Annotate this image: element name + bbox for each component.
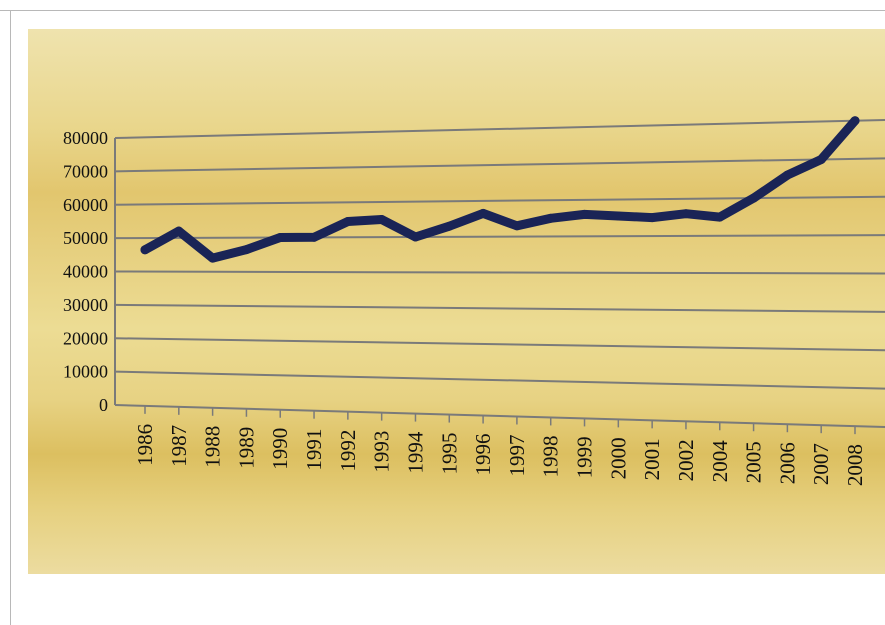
data-point bbox=[681, 209, 691, 219]
y-tick-label: 80000 bbox=[63, 128, 108, 148]
data-point bbox=[444, 221, 454, 231]
x-tick-label: 2006 bbox=[775, 442, 799, 484]
data-point bbox=[411, 232, 420, 242]
gridline bbox=[114, 270, 885, 275]
data-point bbox=[208, 253, 218, 263]
x-tick-label: 1991 bbox=[302, 429, 326, 471]
data-point bbox=[512, 221, 522, 231]
data-point bbox=[782, 170, 792, 180]
gridline bbox=[114, 119, 885, 139]
data-point bbox=[377, 215, 387, 224]
x-tick-label: 2007 bbox=[809, 443, 833, 485]
gridline bbox=[114, 337, 885, 352]
data-point bbox=[850, 116, 860, 126]
data-point bbox=[715, 212, 725, 222]
x-tick-label: 1995 bbox=[437, 433, 461, 475]
slide-frame-top bbox=[0, 10, 885, 11]
x-tick-label: 1998 bbox=[539, 435, 563, 477]
y-tick-label: 70000 bbox=[63, 161, 108, 181]
plot-background bbox=[28, 29, 885, 574]
y-tick-label: 30000 bbox=[63, 295, 108, 315]
y-tick-label: 10000 bbox=[63, 362, 108, 382]
y-tick-label: 0 bbox=[99, 395, 108, 415]
x-tick-label: 2001 bbox=[640, 438, 664, 480]
series-line bbox=[140, 116, 860, 263]
gridline bbox=[114, 303, 885, 313]
x-tick-label: 1988 bbox=[201, 426, 225, 468]
x-tick-label: 2000 bbox=[606, 437, 630, 479]
y-tick-label: 50000 bbox=[63, 228, 108, 248]
y-tick-label: 20000 bbox=[63, 328, 108, 348]
gridline bbox=[114, 404, 885, 428]
x-tick-label: 1989 bbox=[234, 427, 258, 469]
x-tick-label: 2008 bbox=[843, 444, 867, 486]
y-tick-label: 60000 bbox=[63, 195, 108, 215]
x-tick-label: 1987 bbox=[167, 425, 191, 467]
x-tick-label: 1993 bbox=[370, 431, 394, 473]
data-point bbox=[478, 208, 488, 218]
slide-frame-left bbox=[10, 10, 11, 625]
x-tick-label: 1996 bbox=[471, 434, 495, 476]
data-point bbox=[647, 213, 657, 223]
x-tick-label: 1992 bbox=[336, 430, 360, 472]
x-tick-label: 1999 bbox=[573, 436, 597, 478]
gridline bbox=[114, 234, 885, 240]
gridline bbox=[114, 157, 885, 173]
data-point bbox=[309, 232, 319, 242]
x-tick-label: 2002 bbox=[674, 439, 698, 481]
data-point bbox=[241, 245, 251, 255]
data-point bbox=[816, 155, 826, 164]
data-point bbox=[140, 245, 150, 255]
x-tick-label: 2005 bbox=[742, 441, 766, 483]
x-tick-label: 1990 bbox=[268, 428, 292, 470]
data-point bbox=[749, 193, 759, 203]
data-point bbox=[275, 233, 285, 242]
x-tick-label: 1997 bbox=[505, 434, 529, 476]
data-point bbox=[580, 209, 589, 219]
x-tick-label: 1994 bbox=[403, 431, 427, 474]
y-tick-label: 40000 bbox=[63, 262, 108, 282]
data-point bbox=[343, 217, 353, 226]
gridline bbox=[114, 370, 885, 390]
data-point bbox=[613, 211, 623, 221]
x-tick-label: 1986 bbox=[133, 424, 157, 466]
data-point bbox=[174, 226, 184, 236]
x-tick-label: 2004 bbox=[708, 440, 732, 483]
data-point bbox=[546, 213, 556, 223]
